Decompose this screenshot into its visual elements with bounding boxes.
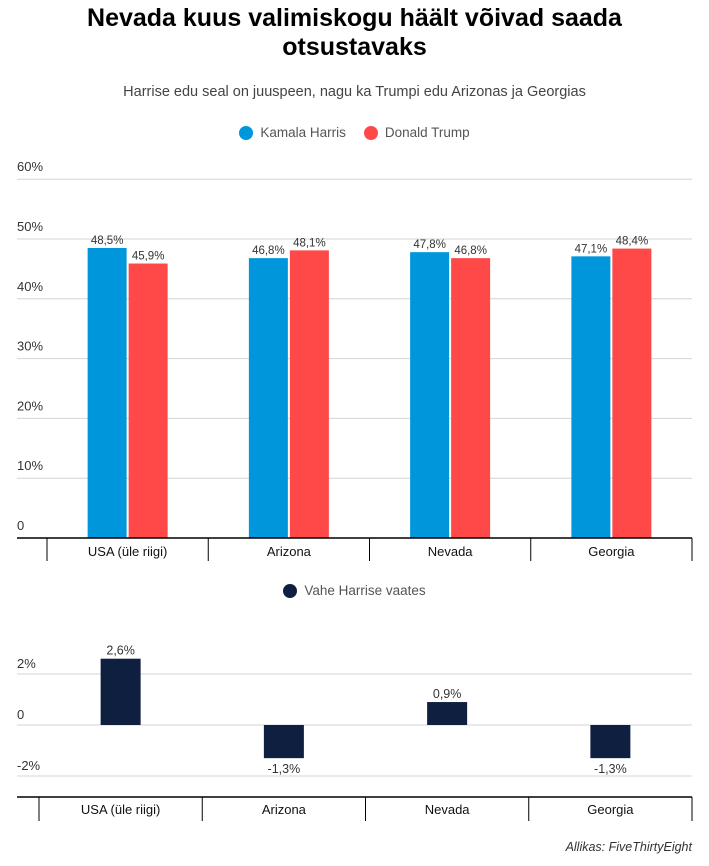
bar-trump xyxy=(612,248,652,538)
y-tick-label: 30% xyxy=(17,339,43,354)
x-tick-label: Nevada xyxy=(425,802,471,817)
bar-harris xyxy=(248,258,288,538)
bar-harris xyxy=(571,256,611,538)
y-tick-label: 0 xyxy=(17,707,24,722)
bar-gap xyxy=(590,725,631,759)
x-tick-label: Georgia xyxy=(587,802,634,817)
bar-gap xyxy=(263,725,304,759)
legend-label-gap: Vahe Harrise vaates xyxy=(304,583,426,598)
data-label: 47,8% xyxy=(413,239,446,251)
y-tick-label: 40% xyxy=(17,279,43,294)
y-tick-label: -2% xyxy=(17,758,41,773)
x-tick-label: Georgia xyxy=(588,544,635,559)
y-tick-label: 20% xyxy=(17,398,43,413)
legend-swatch-gap xyxy=(283,583,298,598)
data-label: 48,5% xyxy=(91,235,124,247)
bar-harris xyxy=(87,247,127,538)
chart-title: Nevada kuus valimiskogu häält võivad saa… xyxy=(87,4,622,61)
data-label: -1,3% xyxy=(268,762,301,776)
data-label: 48,4% xyxy=(616,236,649,248)
bar-trump xyxy=(451,258,491,538)
x-tick-label: USA (üle riigi) xyxy=(88,544,167,559)
y-tick-label: 60% xyxy=(17,159,43,174)
chart-subtitle: Harrise edu seal on juuspeen, nagu ka Tr… xyxy=(123,84,586,100)
data-label: 2,6% xyxy=(106,644,135,658)
bar-trump xyxy=(289,250,329,538)
y-tick-label: 2% xyxy=(17,656,36,671)
data-label: 0,9% xyxy=(433,687,462,701)
x-tick-label: Nevada xyxy=(428,544,474,559)
data-label: 46,8% xyxy=(252,245,285,257)
legend-label-harris: Kamala Harris xyxy=(260,125,346,140)
data-label: 45,9% xyxy=(132,251,165,263)
legend-item-trump: Donald Trump xyxy=(363,125,470,140)
legend-item-gap: Vahe Harrise vaates xyxy=(283,583,426,598)
vote-share-chart: 0 10% 20% 30% 40% 50% 60% 48,5% 45,9% USA (üle ri… xyxy=(17,159,693,561)
data-label: -1,3% xyxy=(594,762,627,776)
margin-chart: -2% 0 2% 2,6% USA (üle riigi) -1,3% Arizona 0,9… xyxy=(17,644,693,821)
legend-label-trump: Donald Trump xyxy=(384,125,470,140)
data-label: 47,1% xyxy=(575,243,608,255)
y-tick-label: 50% xyxy=(17,219,43,234)
x-tick-label: USA (üle riigi) xyxy=(81,802,160,817)
x-tick-label: Arizona xyxy=(267,544,312,559)
source-note: Allikas: FiveThirtyEight xyxy=(565,840,692,854)
y-tick-label: 0 xyxy=(17,518,24,533)
legend-item-harris: Kamala Harris xyxy=(239,125,346,140)
x-tick-label: Arizona xyxy=(262,802,307,817)
data-label: 48,1% xyxy=(293,237,326,249)
data-label: 46,8% xyxy=(454,245,487,257)
bar-gap xyxy=(100,658,141,725)
legend-bottom: Vahe Harrise vaates xyxy=(0,583,709,598)
bar-gap xyxy=(427,702,468,725)
legend-top: Kamala Harris Donald Trump xyxy=(0,125,709,140)
bar-harris xyxy=(410,252,450,538)
y-tick-label: 10% xyxy=(17,458,43,473)
legend-swatch-harris xyxy=(239,125,254,140)
legend-swatch-trump xyxy=(363,125,378,140)
bar-trump xyxy=(128,263,168,538)
